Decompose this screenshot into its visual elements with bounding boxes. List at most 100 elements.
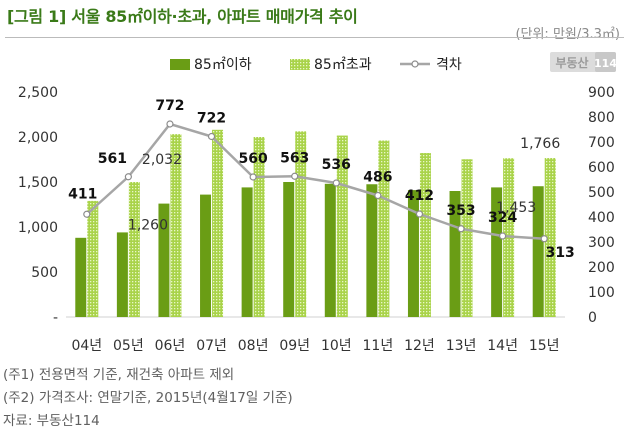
- axes: - 500 1,000 1,500 2,000 2,500 0 100 200 300 400 500…: [18, 85, 615, 354]
- bar-85-over: [336, 135, 348, 317]
- y2-tick-label: 400: [588, 210, 615, 226]
- x-tick-label: 06년: [155, 338, 186, 354]
- gap-label: 772: [155, 98, 184, 114]
- y-tick-label: 1,000: [18, 220, 58, 236]
- bar-85-under: [532, 186, 544, 317]
- chart-title: [그림 1] 서울 85㎡이하·초과, 아파트 매매가격 추이: [7, 7, 358, 26]
- bar-85-over: [461, 159, 473, 317]
- bar-85-over: [170, 134, 182, 317]
- gap-label: 412: [405, 188, 434, 204]
- legend-swatch-85-under: [170, 59, 190, 70]
- logo-number-block: [595, 52, 616, 72]
- gap-point: [540, 235, 548, 243]
- source-note: 자료: 부동산114: [3, 413, 100, 429]
- bar-85-under-label: 1,260: [128, 218, 168, 234]
- gap-label: 722: [197, 111, 226, 127]
- bar-85-under: [200, 194, 212, 317]
- footnote-2: (주2) 가격조사: 연말기준, 2015년(4월17일 기준): [3, 390, 293, 406]
- y2-tick-label: 200: [588, 260, 615, 276]
- gap-label: 353: [446, 203, 475, 219]
- gap-point: [83, 210, 91, 218]
- logo-number: 114: [594, 57, 617, 70]
- y2-tick-label: 500: [588, 185, 615, 201]
- gap-point: [457, 225, 465, 233]
- y2-tick-label: 300: [588, 235, 615, 251]
- gap-label: 411: [68, 186, 97, 202]
- y2-tick-label: 600: [588, 160, 615, 176]
- x-tick-label: 15년: [529, 338, 560, 354]
- gap-label: 324: [488, 210, 517, 226]
- x-tick-label: 05년: [113, 338, 144, 354]
- gap-label: 486: [363, 170, 392, 186]
- data-labels: 411 561 772 722 560 563 536 486 412 353 324 313 1,26…: [68, 98, 575, 261]
- bar-85-under: [366, 184, 378, 317]
- gap-point: [124, 173, 132, 181]
- bar-85-under: [158, 203, 170, 317]
- bar-85-over: [128, 182, 140, 317]
- bar-85-under: [75, 237, 87, 317]
- x-tick-label: 10년: [321, 338, 352, 354]
- bar-85-over: [295, 131, 307, 317]
- price-trend-chart: 85㎡이하 85㎡초과 격차 - 500 1,000 1,500 2,000 2,500 0 10…: [18, 52, 617, 354]
- legend: 85㎡이하 85㎡초과 격차: [170, 57, 462, 73]
- logo-word: 부동산: [555, 55, 588, 70]
- gap-label: 560: [239, 151, 268, 167]
- legend-swatch-85-over: [290, 59, 310, 70]
- bar-85-over: [419, 153, 431, 317]
- y-tick-label: -: [53, 310, 58, 326]
- gap-label: 563: [280, 150, 309, 166]
- gap-series: [83, 120, 548, 243]
- bar-85-under: [116, 232, 128, 317]
- legend-label-85-over: 85㎡초과: [314, 57, 372, 73]
- x-tick-label: 12년: [404, 338, 435, 354]
- bar-85-under: [407, 190, 419, 317]
- gap-label: 313: [546, 245, 575, 261]
- y2-tick-label: 100: [588, 285, 615, 301]
- y2-tick-label: 800: [588, 110, 615, 126]
- y-tick-label: 2,500: [18, 85, 58, 101]
- footnote-1: (주1) 전용면적 기준, 재건축 아파트 제외: [3, 367, 235, 383]
- gap-point: [499, 232, 507, 240]
- title-divider: [5, 37, 624, 38]
- x-tick-label: 09년: [279, 338, 310, 354]
- bar-85-under-label: 1,453: [496, 200, 536, 216]
- gap-point: [332, 179, 340, 187]
- x-tick-label: 04년: [71, 338, 102, 354]
- gap-point: [249, 173, 257, 181]
- gap-point: [415, 210, 424, 218]
- x-tick-label: 14년: [487, 338, 518, 354]
- gap-line: [85, 122, 545, 240]
- y-tick-label: 500: [31, 265, 58, 281]
- x-tick-label: 13년: [446, 338, 477, 354]
- budongsan114-logo: 부동산 114: [550, 52, 617, 72]
- bar-85-over: [87, 200, 99, 317]
- bar-85-under: [283, 182, 295, 317]
- bars: [75, 129, 556, 317]
- legend-label-gap: 격차: [436, 57, 462, 73]
- bar-85-under: [449, 191, 461, 317]
- legend-label-85-under: 85㎡이하: [194, 57, 252, 73]
- y2-tick-label: 0: [588, 310, 597, 326]
- x-tick-label: 11년: [363, 338, 394, 354]
- y2-tick-label: 900: [588, 85, 615, 101]
- bar-85-over: [544, 158, 556, 317]
- gap-label: 536: [322, 157, 351, 173]
- gap-point: [207, 132, 216, 141]
- footnotes: (주1) 전용면적 기준, 재건축 아파트 제외 (주2) 가격조사: 연말기준…: [3, 364, 293, 433]
- legend-swatch-gap-point: [411, 60, 419, 68]
- bar-85-under: [241, 187, 253, 317]
- y2-tick-label: 700: [588, 135, 615, 151]
- bar-85-over: [378, 140, 390, 317]
- x-tick-label: 07년: [196, 338, 227, 354]
- unit-label: (단위: 만원/3.3㎡): [515, 27, 620, 42]
- bar-85-under: [324, 183, 336, 317]
- bar-85-over: [253, 137, 265, 317]
- y-tick-label: 2,000: [18, 130, 58, 146]
- x-tick-label: 08년: [238, 338, 269, 354]
- bar-85-under: [491, 187, 503, 317]
- gap-point: [166, 120, 174, 128]
- bar-85-over-label: 2,032: [142, 152, 182, 168]
- gap-point: [374, 191, 382, 200]
- gap-point: [291, 172, 299, 180]
- bar-85-over-label: 1,766: [520, 136, 560, 152]
